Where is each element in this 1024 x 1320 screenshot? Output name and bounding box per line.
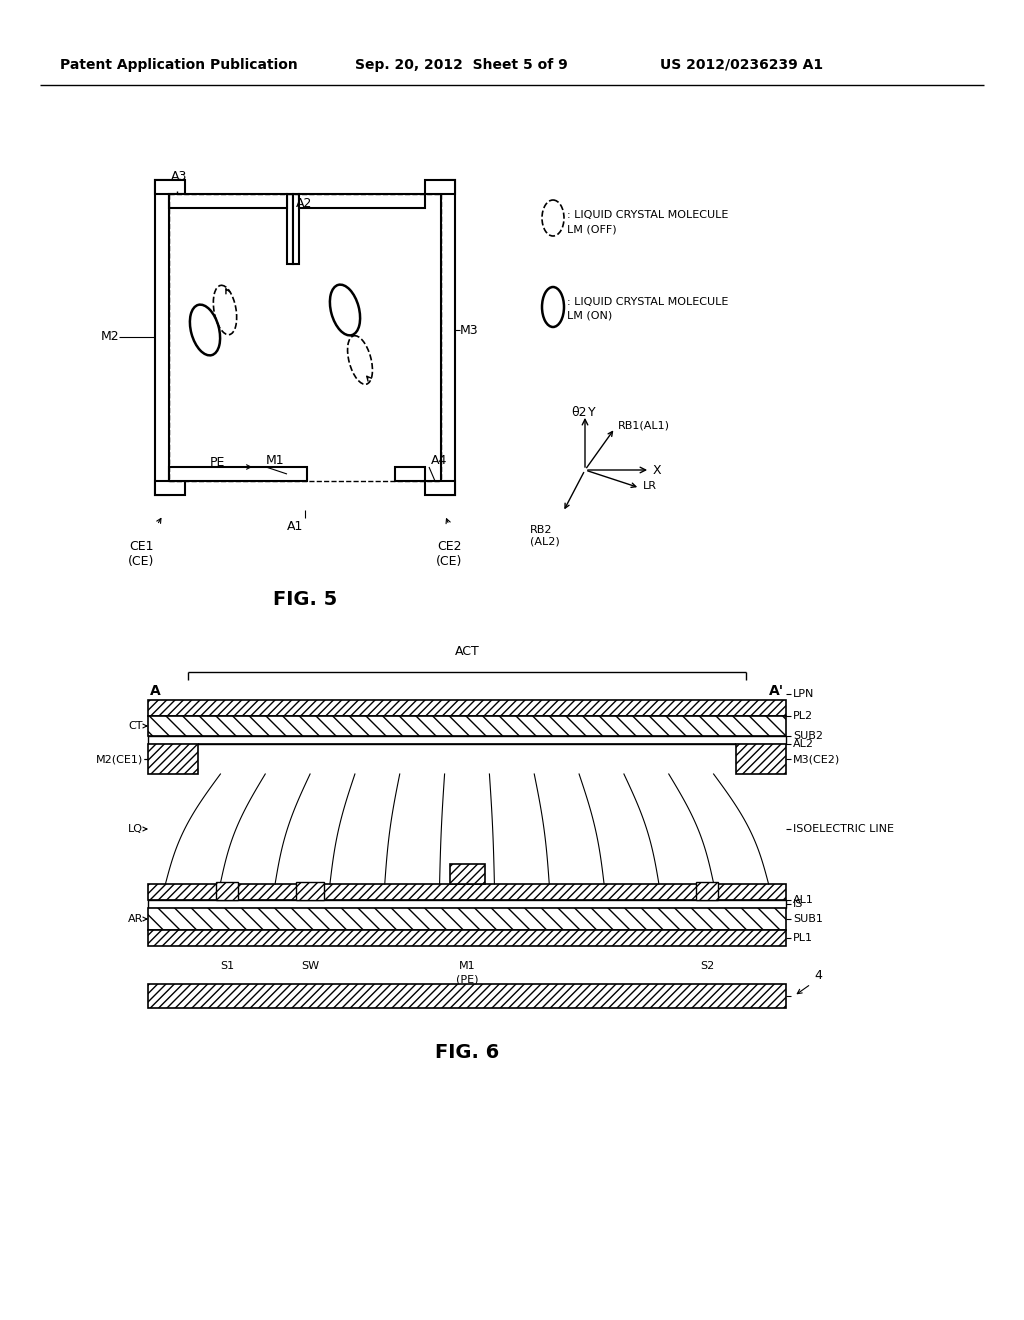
Bar — [155, 180, 169, 495]
Text: LM (OFF): LM (OFF) — [567, 224, 616, 234]
Text: SUB2: SUB2 — [793, 731, 823, 741]
Text: ISOELECTRIC LINE: ISOELECTRIC LINE — [793, 824, 894, 834]
Text: SUB1: SUB1 — [793, 913, 823, 924]
Bar — [296, 882, 324, 900]
Text: AL2: AL2 — [793, 739, 814, 748]
Bar — [148, 900, 786, 908]
Bar — [425, 480, 455, 495]
Text: RB1(AL1): RB1(AL1) — [618, 421, 670, 432]
Bar — [293, 194, 299, 264]
Bar — [148, 983, 786, 1008]
Text: M1: M1 — [459, 961, 475, 972]
Text: ACT: ACT — [455, 645, 479, 657]
Bar — [425, 180, 455, 194]
Text: Patent Application Publication: Patent Application Publication — [60, 58, 298, 73]
Text: LPN: LPN — [793, 689, 814, 700]
Text: PE: PE — [210, 455, 225, 469]
Text: θ2: θ2 — [571, 405, 587, 418]
Text: IS: IS — [793, 899, 804, 909]
Text: X: X — [653, 463, 662, 477]
Text: (CE): (CE) — [436, 554, 462, 568]
Bar — [299, 194, 425, 209]
Bar — [169, 194, 287, 209]
Bar — [696, 882, 718, 900]
Text: Sep. 20, 2012  Sheet 5 of 9: Sep. 20, 2012 Sheet 5 of 9 — [355, 58, 567, 73]
Text: LR: LR — [643, 480, 657, 491]
Text: RB2: RB2 — [530, 525, 553, 535]
Bar — [148, 884, 786, 900]
Text: M1: M1 — [266, 454, 285, 466]
Text: A3: A3 — [171, 170, 187, 183]
Bar — [169, 467, 307, 480]
Bar — [216, 882, 238, 900]
Text: : LIQUID CRYSTAL MOLECULE: : LIQUID CRYSTAL MOLECULE — [567, 297, 728, 308]
Bar — [450, 865, 485, 884]
Bar — [148, 908, 786, 931]
Text: A4: A4 — [431, 454, 447, 466]
Text: 4: 4 — [814, 969, 822, 982]
Bar — [148, 744, 198, 774]
Bar — [155, 480, 185, 495]
Bar — [148, 737, 786, 744]
Text: CT: CT — [128, 721, 143, 731]
Bar — [441, 180, 455, 495]
Text: M2: M2 — [100, 330, 119, 343]
Text: (PE): (PE) — [456, 974, 478, 983]
Text: CE1: CE1 — [129, 540, 154, 553]
Text: A': A' — [769, 684, 784, 698]
Bar — [148, 931, 786, 946]
Text: (CE): (CE) — [128, 554, 155, 568]
Text: PL1: PL1 — [793, 933, 813, 942]
Text: AL1: AL1 — [793, 895, 814, 906]
Bar — [736, 744, 786, 774]
Text: AR: AR — [128, 913, 143, 924]
Text: A1: A1 — [287, 520, 303, 533]
Bar — [287, 194, 293, 264]
Text: LQ: LQ — [128, 824, 143, 834]
Text: SW: SW — [301, 961, 319, 972]
Text: A: A — [150, 684, 161, 698]
Text: S1: S1 — [220, 961, 234, 972]
Bar — [155, 180, 185, 194]
Text: M3(CE2): M3(CE2) — [793, 754, 841, 764]
Bar — [148, 700, 786, 715]
Text: M2(CE1): M2(CE1) — [96, 754, 143, 764]
Text: (AL2): (AL2) — [530, 537, 560, 546]
Text: FIG. 6: FIG. 6 — [435, 1043, 499, 1063]
Text: PL2: PL2 — [793, 711, 813, 721]
Text: S2: S2 — [699, 961, 714, 972]
Text: M3: M3 — [460, 323, 478, 337]
Bar — [395, 467, 425, 480]
Text: CE2: CE2 — [437, 540, 461, 553]
Text: : LIQUID CRYSTAL MOLECULE: : LIQUID CRYSTAL MOLECULE — [567, 210, 728, 220]
Text: LM (ON): LM (ON) — [567, 312, 612, 321]
Text: A2: A2 — [296, 197, 312, 210]
Text: US 2012/0236239 A1: US 2012/0236239 A1 — [660, 58, 823, 73]
Text: Y: Y — [588, 405, 596, 418]
Bar — [148, 715, 786, 737]
Text: FIG. 5: FIG. 5 — [272, 590, 337, 609]
